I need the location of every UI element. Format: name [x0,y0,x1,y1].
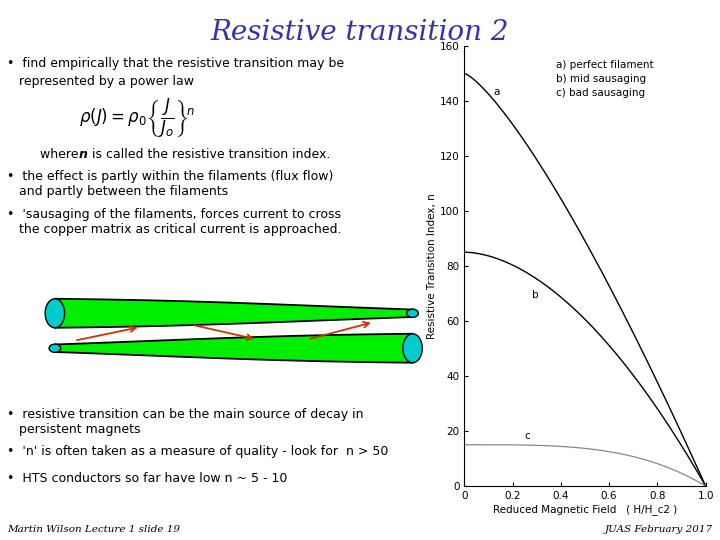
Text: $\rho(J) = \rho_0 \left\{\dfrac{J}{J_o}\right\}^{\!n}$: $\rho(J) = \rho_0 \left\{\dfrac{J}{J_o}\… [79,97,196,140]
Ellipse shape [45,299,65,328]
Ellipse shape [49,344,60,353]
Text: •  resistive transition can be the main source of decay in
   persistent magnets: • resistive transition can be the main s… [7,408,364,436]
Text: c: c [525,431,531,441]
Text: •  HTS conductors so far have low n ~ 5 - 10: • HTS conductors so far have low n ~ 5 -… [7,472,287,485]
Text: a) perfect filament
b) mid sausaging
c) bad sausaging: a) perfect filament b) mid sausaging c) … [556,59,654,98]
Text: is called the resistive transition index.: is called the resistive transition index… [88,148,330,161]
Text: n: n [78,148,87,161]
Text: represented by a power law: represented by a power law [7,75,194,87]
Ellipse shape [407,309,418,318]
Polygon shape [55,334,413,363]
Text: •  'sausaging of the filaments, forces current to cross
   the copper matrix as : • 'sausaging of the filaments, forces cu… [7,208,342,236]
Text: b: b [532,289,539,300]
Text: a: a [493,87,500,97]
Text: where: where [40,148,82,161]
Polygon shape [55,299,413,328]
Ellipse shape [403,334,423,363]
Text: •  the effect is partly within the filaments (flux flow)
   and partly between t: • the effect is partly within the filame… [7,170,333,198]
X-axis label: Reduced Magnetic Field   ( H/H_c2 ): Reduced Magnetic Field ( H/H_c2 ) [493,504,677,515]
Text: •  'n' is often taken as a measure of quality - look for  n > 50: • 'n' is often taken as a measure of qua… [7,446,389,458]
Text: JUAS February 2017: JUAS February 2017 [605,524,713,534]
Text: •  find empirically that the resistive transition may be: • find empirically that the resistive tr… [7,57,344,70]
Text: Martin Wilson Lecture 1 slide 19: Martin Wilson Lecture 1 slide 19 [7,524,180,534]
Text: Resistive transition 2: Resistive transition 2 [211,19,509,46]
Y-axis label: Resistive Transition Index, n: Resistive Transition Index, n [427,193,437,339]
